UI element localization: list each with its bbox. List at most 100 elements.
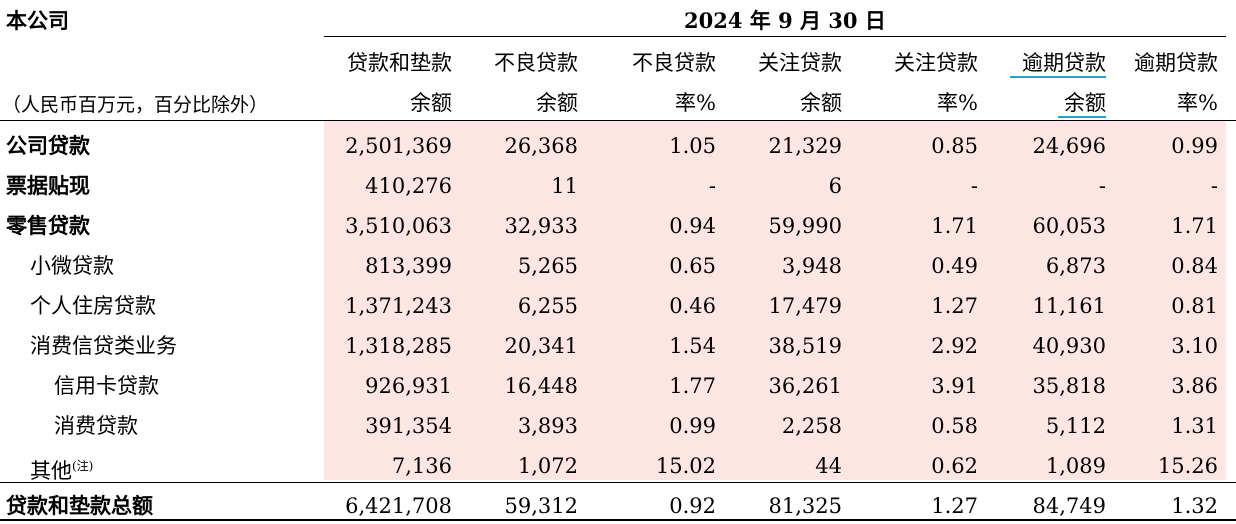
table-cell: 32,933 — [504, 214, 578, 238]
table-cell: 926,931 — [365, 374, 452, 398]
row-label: 个人住房贷款 — [30, 294, 156, 318]
table-cell: 1,318,285 — [345, 334, 452, 358]
table-cell: 1,089 — [1045, 454, 1106, 478]
date-heading: 2024 年 9 月 30 日 — [684, 8, 886, 33]
row-label: 零售贷款 — [6, 213, 90, 238]
table-cell: 7,136 — [391, 454, 452, 478]
column-header-line1: 不良贷款 — [632, 51, 716, 75]
table-cell: 5,112 — [1045, 414, 1106, 438]
table-cell: 3,948 — [781, 254, 842, 278]
table-cell: 2,501,369 — [345, 134, 452, 158]
table-cell: 17,479 — [768, 294, 842, 318]
table-cell: 15.02 — [655, 454, 716, 478]
table-cell: - — [970, 174, 978, 198]
column-header-line1: 关注贷款 — [894, 51, 978, 75]
table-cell: 6,873 — [1045, 254, 1106, 278]
total-cell: 81,325 — [768, 494, 842, 518]
table-cell: 26,368 — [504, 134, 578, 158]
data-shading — [324, 120, 1226, 480]
total-cell: 59,312 — [504, 494, 578, 518]
table-cell: 3.91 — [931, 374, 978, 398]
header-divider — [324, 36, 1226, 37]
total-cell: 6,421,708 — [345, 494, 452, 518]
column-header-line2: 率% — [675, 91, 716, 115]
column-header-line1: 关注贷款 — [758, 51, 842, 75]
table-cell: 6,255 — [517, 294, 578, 318]
column-header-line2: 率% — [1177, 91, 1218, 115]
column-header-line1: 不良贷款 — [494, 51, 578, 75]
table-cell: 21,329 — [768, 134, 842, 158]
total-label: 贷款和垫款总额 — [6, 493, 153, 518]
table-cell: 1.71 — [931, 214, 978, 238]
table-cell: 2,258 — [781, 414, 842, 438]
column-header-line2: 余额 — [536, 91, 578, 115]
table-cell: - — [1210, 174, 1218, 198]
table-cell: 0.99 — [1171, 134, 1218, 158]
total-cell: 0.92 — [669, 494, 716, 518]
table-cell: 1,371,243 — [345, 294, 452, 318]
table-cell: 0.85 — [931, 134, 978, 158]
table-cell: 59,990 — [768, 214, 842, 238]
table-cell: 35,818 — [1032, 374, 1106, 398]
column-header-line1: 逾期贷款 — [1134, 51, 1218, 75]
table-cell: 0.94 — [669, 214, 716, 238]
column-header-line2: 余额 — [1064, 91, 1106, 115]
table-cell: 0.46 — [669, 294, 716, 318]
table-cell: 6 — [828, 174, 842, 198]
table-cell: 3.10 — [1171, 334, 1218, 358]
total-cell: 84,749 — [1032, 494, 1106, 518]
company-label: 本公司 — [6, 8, 69, 33]
table-cell: 0.99 — [669, 414, 716, 438]
table-cell: 0.49 — [931, 254, 978, 278]
table-cell: - — [708, 174, 716, 198]
table-cell: 0.58 — [931, 414, 978, 438]
table-cell: 1.31 — [1171, 414, 1218, 438]
overdue-header-underline — [1058, 116, 1106, 118]
table-cell: - — [1098, 174, 1106, 198]
table-cell: 1.05 — [669, 134, 716, 158]
table-bottom-rule — [0, 519, 1236, 521]
table-cell: 11 — [551, 174, 578, 198]
total-cell: 1.32 — [1171, 494, 1218, 518]
table-cell: 40,930 — [1032, 334, 1106, 358]
table-cell: 1.27 — [931, 294, 978, 318]
total-cell: 1.27 — [931, 494, 978, 518]
row-label: 票据贴现 — [6, 173, 90, 198]
table-cell: 0.62 — [931, 454, 978, 478]
row-label: 信用卡贷款 — [54, 374, 159, 398]
table-cell: 0.81 — [1171, 294, 1218, 318]
table-cell: 60,053 — [1032, 214, 1106, 238]
unit-note: （人民币百万元，百分比除外） — [2, 94, 269, 116]
column-header-line1: 逾期贷款 — [1022, 51, 1106, 75]
column-header-line2: 余额 — [410, 91, 452, 115]
table-cell: 3,510,063 — [345, 214, 452, 238]
column-header-line1: 贷款和垫款 — [347, 51, 452, 75]
table-cell: 0.84 — [1171, 254, 1218, 278]
row-label: 其他(注) — [30, 459, 94, 483]
table-cell: 3.86 — [1171, 374, 1218, 398]
table-cell: 3,893 — [517, 414, 578, 438]
table-cell: 1.54 — [669, 334, 716, 358]
table-cell: 24,696 — [1032, 134, 1106, 158]
table-cell: 1.71 — [1171, 214, 1218, 238]
table-cell: 20,341 — [504, 334, 578, 358]
overdue-header-underline — [1010, 76, 1106, 78]
table-cell: 410,276 — [365, 174, 452, 198]
table-cell: 5,265 — [517, 254, 578, 278]
footnote-marker: (注) — [72, 459, 94, 473]
table-cell: 36,261 — [768, 374, 842, 398]
row-label: 消费贷款 — [54, 414, 138, 438]
table-cell: 391,354 — [365, 414, 452, 438]
table-cell: 2.92 — [931, 334, 978, 358]
column-header-line2: 余额 — [800, 91, 842, 115]
table-cell: 16,448 — [504, 374, 578, 398]
row-label: 消费信贷类业务 — [30, 334, 177, 358]
table-cell: 44 — [815, 454, 842, 478]
row-label: 小微贷款 — [30, 254, 114, 278]
table-cell: 813,399 — [365, 254, 452, 278]
row-label: 公司贷款 — [6, 133, 90, 158]
header-bottom-rule — [0, 120, 1236, 121]
table-cell: 38,519 — [768, 334, 842, 358]
table-cell: 11,161 — [1032, 294, 1106, 318]
column-header-line2: 率% — [937, 91, 978, 115]
